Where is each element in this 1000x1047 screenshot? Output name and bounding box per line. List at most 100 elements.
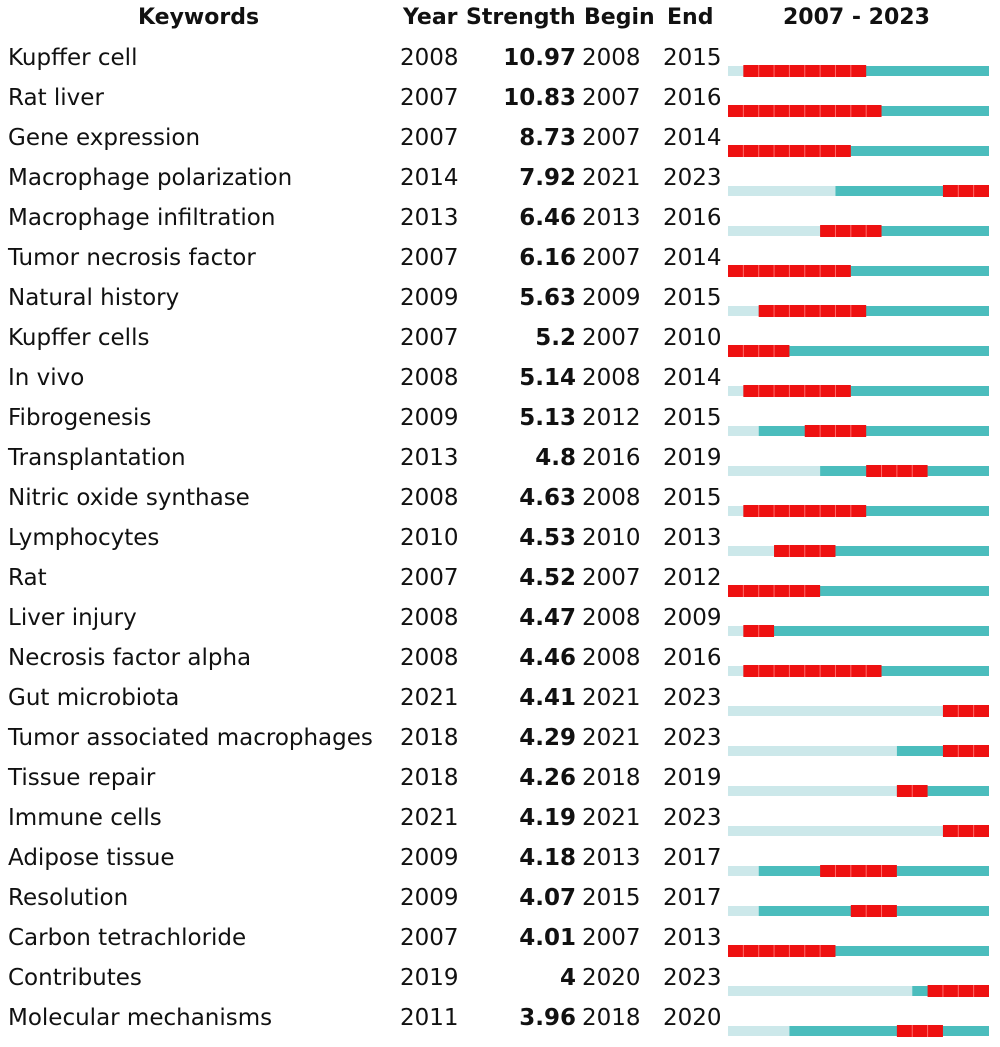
end-cell: 2014 <box>663 125 722 151</box>
header-year: Year <box>403 5 458 30</box>
active-segment <box>758 426 989 436</box>
year-cell: 2007 <box>400 925 459 951</box>
year-cell: 2008 <box>400 45 459 71</box>
inactive-segment <box>728 386 744 396</box>
active-segment <box>728 146 989 156</box>
strength-cell: 10.83 <box>503 85 576 111</box>
begin-cell: 2013 <box>582 845 641 871</box>
header-year-range: 2007 - 2023 <box>783 5 930 30</box>
end-cell: 2020 <box>663 1005 722 1031</box>
keyword-cell: Gut microbiota <box>8 685 180 711</box>
year-cell: 2021 <box>400 805 459 831</box>
strength-cell: 10.97 <box>503 45 576 71</box>
header-keywords: Keywords <box>138 5 260 30</box>
end-cell: 2023 <box>663 725 722 751</box>
end-cell: 2019 <box>663 765 722 791</box>
begin-cell: 2020 <box>582 965 641 991</box>
active-segment <box>835 186 989 196</box>
strength-cell: 6.46 <box>519 205 576 231</box>
end-cell: 2019 <box>663 445 722 471</box>
keyword-cell: Tissue repair <box>8 765 156 791</box>
end-cell: 2013 <box>663 925 722 951</box>
end-cell: 2010 <box>663 325 722 351</box>
strength-cell: 4.01 <box>519 925 576 951</box>
inactive-segment <box>728 906 759 916</box>
strength-cell: 4.53 <box>519 525 576 551</box>
burst-bar <box>820 865 897 877</box>
keyword-cell: Gene expression <box>8 125 201 151</box>
keyword-cell: Lymphocytes <box>8 525 160 551</box>
year-cell: 2007 <box>400 245 459 271</box>
keyword-cell: Nitric oxide synthase <box>8 485 250 511</box>
strength-cell: 4.18 <box>519 845 576 871</box>
begin-cell: 2007 <box>582 325 641 351</box>
active-segment <box>728 946 989 956</box>
begin-cell: 2008 <box>582 605 641 631</box>
end-cell: 2015 <box>663 45 722 71</box>
keyword-cell: Natural history <box>8 285 180 311</box>
year-cell: 2007 <box>400 125 459 151</box>
burst-bar <box>896 1025 943 1037</box>
strength-cell: 3.96 <box>519 1005 576 1031</box>
header-strength: Strength <box>466 5 576 30</box>
inactive-segment <box>728 306 759 316</box>
keyword-cell: Resolution <box>8 885 129 911</box>
year-cell: 2007 <box>400 85 459 111</box>
keyword-cell: Tumor associated macrophages <box>8 725 373 751</box>
year-cell: 2013 <box>400 445 459 471</box>
keyword-cell: Rat liver <box>8 85 104 111</box>
active-segment <box>774 546 989 556</box>
burst-bar <box>758 305 867 317</box>
begin-cell: 2018 <box>582 765 641 791</box>
inactive-segment <box>728 466 821 476</box>
inactive-segment <box>728 626 744 636</box>
inactive-segment <box>728 746 897 756</box>
begin-cell: 2008 <box>582 45 641 71</box>
begin-cell: 2007 <box>582 925 641 951</box>
header-end: End <box>667 5 714 30</box>
burst-bar <box>942 705 989 717</box>
active-segment <box>820 226 989 236</box>
strength-cell: 5.14 <box>519 365 576 391</box>
begin-cell: 2015 <box>582 885 641 911</box>
strength-cell: 4.46 <box>519 645 576 671</box>
active-segment <box>728 266 989 276</box>
active-segment <box>743 386 989 396</box>
end-cell: 2014 <box>663 245 722 271</box>
begin-cell: 2008 <box>582 485 641 511</box>
strength-cell: 4.52 <box>519 565 576 591</box>
strength-cell: 7.92 <box>519 165 576 191</box>
burst-bar <box>743 385 851 397</box>
strength-cell: 8.73 <box>519 125 576 151</box>
keyword-cell: Liver injury <box>8 605 137 631</box>
active-segment <box>758 306 989 316</box>
strength-cell: 4 <box>559 965 576 991</box>
year-cell: 2009 <box>400 885 459 911</box>
year-cell: 2008 <box>400 605 459 631</box>
begin-cell: 2007 <box>582 565 641 591</box>
burst-bar <box>743 665 882 677</box>
keyword-cell: Fibrogenesis <box>8 405 152 431</box>
keyword-cell: Rat <box>8 565 47 591</box>
keyword-cell: Tumor necrosis factor <box>8 245 256 271</box>
strength-cell: 4.07 <box>519 885 576 911</box>
active-segment <box>896 786 989 796</box>
end-cell: 2017 <box>663 845 722 871</box>
year-cell: 2009 <box>400 285 459 311</box>
end-cell: 2016 <box>663 645 722 671</box>
keyword-cell: Molecular mechanisms <box>8 1005 273 1031</box>
year-cell: 2013 <box>400 205 459 231</box>
inactive-segment <box>728 1026 790 1036</box>
keyword-cell: Macrophage polarization <box>8 165 293 191</box>
inactive-segment <box>728 506 744 516</box>
inactive-segment <box>728 826 943 836</box>
begin-cell: 2008 <box>582 365 641 391</box>
strength-cell: 4.26 <box>519 765 576 791</box>
keyword-cell: Kupffer cells <box>8 325 150 351</box>
year-cell: 2007 <box>400 325 459 351</box>
begin-cell: 2016 <box>582 445 641 471</box>
end-cell: 2015 <box>663 285 722 311</box>
strength-cell: 4.63 <box>519 485 576 511</box>
end-cell: 2017 <box>663 885 722 911</box>
burst-bar <box>850 905 897 917</box>
